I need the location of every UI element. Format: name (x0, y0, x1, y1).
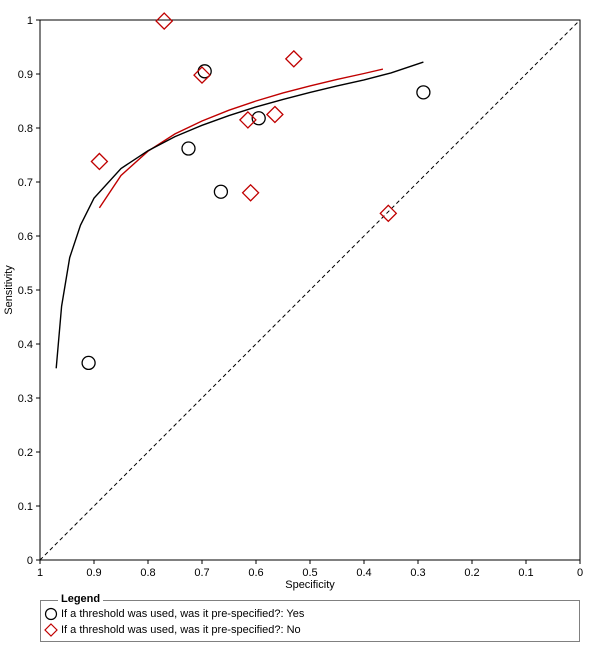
legend-box (40, 600, 580, 642)
data-point-diamond (284, 49, 303, 68)
data-point-diamond (155, 12, 174, 30)
y-tick-label: 0.8 (18, 123, 33, 135)
y-tick-label: 0.7 (18, 177, 33, 189)
curve-layer (55, 61, 424, 369)
sroc-curve-no (98, 68, 384, 209)
x-tick-label: 0.3 (410, 567, 425, 579)
legend-item-label: If a threshold was used, was it pre-spec… (61, 608, 305, 620)
x-tick-label: 0.4 (356, 567, 371, 579)
data-point-diamond (90, 152, 109, 171)
y-tick-label: 0.2 (18, 447, 33, 459)
legend-item-label: If a threshold was used, was it pre-spec… (61, 624, 301, 636)
y-axis-title: Sensitivity (3, 265, 15, 315)
data-point-circle (416, 85, 431, 100)
x-tick-label: 0.5 (302, 567, 317, 579)
data-point-diamond (238, 110, 257, 129)
data-point-circle (213, 184, 229, 199)
x-tick-label: 0.1 (518, 567, 533, 579)
y-tick-label: 0 (27, 555, 33, 567)
circle-marker-icon (44, 607, 58, 621)
y-tick-label: 0.4 (18, 339, 33, 351)
reference-line-layer (39, 19, 581, 561)
x-tick-label: 0 (577, 567, 583, 579)
y-axis-ticks: 0 0.1 0.2 0.3 0.4 0.5 0.6 0.7 0.8 0.9 1 (18, 15, 40, 567)
x-tick-label: 1 (37, 567, 43, 579)
data-point-circle (81, 355, 96, 371)
x-axis-ticks: 1 0.9 0.8 0.7 0.6 0.5 0.4 0.3 0.2 0.1 0 (37, 560, 583, 579)
data-point-circle (251, 111, 266, 126)
legend-item-yes: If a threshold was used, was it pre-spec… (44, 607, 304, 621)
data-point-circle (181, 141, 196, 156)
data-point-diamond (193, 66, 211, 84)
data-point-diamond (241, 183, 260, 202)
x-tick-label: 0.9 (86, 567, 101, 579)
diamond-marker-icon (44, 623, 58, 637)
y-tick-label: 0.5 (18, 285, 33, 297)
reference-diagonal-line (39, 19, 581, 561)
legend-item-no: If a threshold was used, was it pre-spec… (44, 623, 301, 637)
x-axis-title: Specificity (285, 579, 335, 591)
y-tick-label: 0.1 (18, 501, 33, 513)
data-point-diamond (265, 105, 284, 124)
x-tick-label: 0.2 (464, 567, 479, 579)
sroc-chart: 1 0.9 0.8 0.7 0.6 0.5 0.4 0.3 0.2 0.1 0 0 0.1 0.2 0.3… (3, 12, 583, 591)
y-tick-label: 1 (27, 15, 33, 27)
y-tick-label: 0.6 (18, 231, 33, 243)
y-tick-label: 0.9 (18, 69, 33, 81)
x-tick-label: 0.6 (248, 567, 263, 579)
legend-title: Legend (58, 593, 104, 605)
data-point-diamond (379, 204, 398, 223)
sroc-curve-yes (55, 61, 424, 369)
y-tick-label: 0.3 (18, 393, 33, 405)
x-tick-label: 0.7 (194, 567, 209, 579)
x-tick-label: 0.8 (140, 567, 155, 579)
points-layer (81, 12, 431, 371)
